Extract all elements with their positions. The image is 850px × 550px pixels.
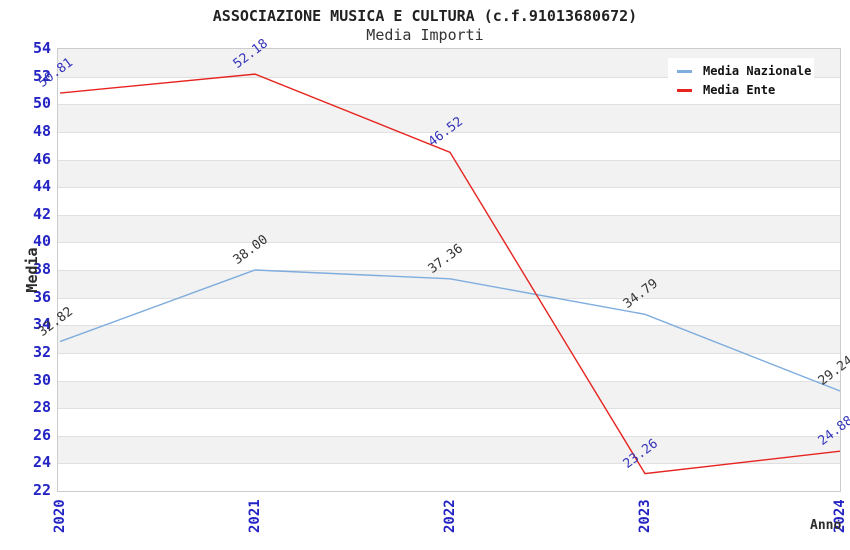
x-tick-label: 2021: [246, 499, 263, 533]
y-tick-label: 42: [32, 204, 51, 223]
chart-title: ASSOCIAZIONE MUSICA E CULTURA (c.f.91013…: [212, 7, 638, 25]
x-axis-title: Anno: [810, 518, 842, 533]
series-line-media-ente: [59, 73, 841, 475]
y-tick-label: 48: [32, 121, 51, 140]
plot-band: [58, 159, 840, 188]
gridline: [58, 131, 840, 133]
y-tick-label: 26: [32, 425, 51, 444]
y-tick-label: 52: [32, 66, 51, 85]
gridline: [58, 242, 840, 244]
y-tick-label: 28: [32, 398, 51, 417]
legend-item-media-ente: Media Ente: [677, 82, 814, 98]
gridline: [58, 297, 840, 299]
plot-area: [57, 48, 841, 492]
y-tick-label: 50: [32, 94, 51, 113]
y-tick-label: 30: [32, 370, 51, 389]
x-tick-label: 2020: [51, 499, 68, 533]
plot-band: [58, 435, 840, 464]
gridline: [58, 214, 840, 216]
gridline: [58, 352, 840, 354]
y-tick-label: 54: [32, 39, 51, 57]
legend-item-media-nazionale: Media Nazionale: [677, 63, 814, 79]
gridline: [58, 435, 840, 437]
gridline: [58, 463, 840, 465]
y-tick-label: 32: [32, 342, 51, 361]
plot-band: [58, 214, 840, 243]
gridline: [58, 76, 840, 78]
legend-line-swatch-blue: [677, 69, 692, 73]
gridline: [58, 408, 840, 410]
y-tick-label: 46: [32, 149, 51, 168]
y-axis-title: Media: [23, 247, 41, 293]
series-line-media-nazionale: [59, 269, 841, 392]
gridline: [58, 380, 840, 382]
y-tick-label: 34: [32, 315, 51, 334]
plot-band: [58, 270, 840, 298]
y-tick-label: 24: [32, 453, 51, 472]
y-tick-label: 38: [32, 260, 51, 278]
line-series-layer: [59, 73, 841, 475]
gridline: [58, 325, 840, 327]
gridline: [58, 159, 840, 161]
gridline: [58, 270, 840, 271]
y-tick-label: 44: [32, 177, 51, 196]
plot-band: [58, 104, 840, 132]
y-tick-label: 36: [32, 287, 51, 306]
legend-label: Media Nazionale: [703, 64, 812, 78]
gridline: [58, 187, 840, 189]
legend-label: Media Ente: [703, 83, 776, 97]
chart-subtitle: Media Importi: [366, 26, 484, 44]
gridline: [58, 104, 840, 106]
y-tick-label: 40: [32, 232, 51, 251]
plot-band: [58, 380, 840, 409]
y-tick-label: 22: [32, 481, 51, 499]
x-tick-label: 2023: [636, 499, 653, 533]
legend: Media Nazionale Media Ente: [668, 58, 814, 100]
x-tick-label: 2022: [441, 499, 458, 533]
legend-line-swatch-red: [677, 88, 692, 92]
